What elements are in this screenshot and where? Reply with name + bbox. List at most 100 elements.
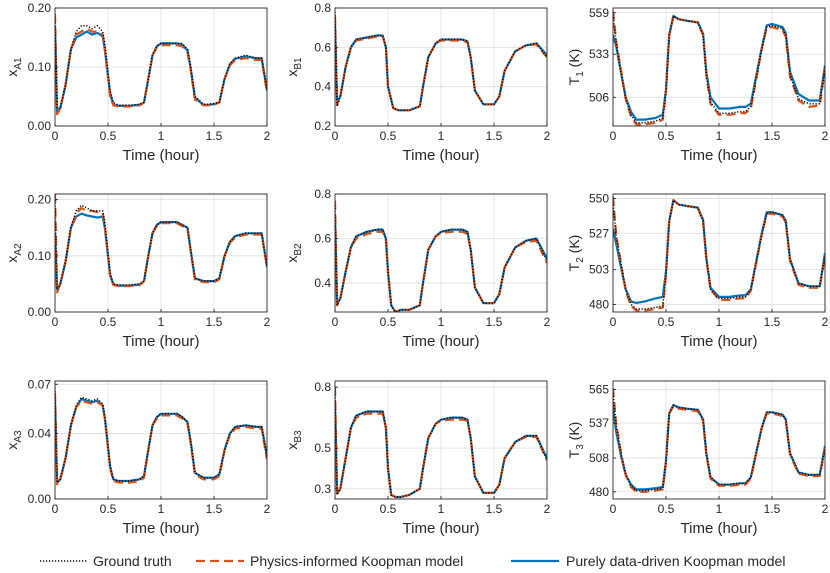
y-tick-label: 565 <box>589 382 609 396</box>
series-group <box>55 13 267 116</box>
y-axis-label: xA1 <box>4 57 24 77</box>
y-label-subscript: B1 <box>293 57 304 70</box>
x-tick-label: 0.5 <box>658 502 675 516</box>
y-tick-label: 0.04 <box>28 426 52 440</box>
x-tick-label: 2 <box>264 502 271 516</box>
y-axis-label: xA2 <box>4 243 24 263</box>
x-tick-label: 1.5 <box>206 315 223 329</box>
y-tick-label: 0.4 <box>314 80 331 94</box>
x-tick-label: 0.5 <box>100 315 117 329</box>
x-axis-label: Time (hour) <box>681 333 758 350</box>
x-axis-label: Time (hour) <box>403 520 480 537</box>
y-tick-label: 0.10 <box>28 60 52 74</box>
subplot-xB2: 0 0.5 1 1.5 2 0.4 0.6 0.8 Time (hour) xB2 <box>284 187 551 350</box>
y-tick-label: 0.20 <box>28 1 52 15</box>
y-tick-label: 0.6 <box>314 232 331 246</box>
series-line-physics <box>613 11 825 126</box>
x-tick-label: 2 <box>544 129 551 143</box>
y-label-base: x <box>284 70 300 77</box>
x-tick-label: 0 <box>52 315 59 329</box>
x-tick-label: 1.5 <box>764 129 781 143</box>
x-tick-label: 0.5 <box>380 129 397 143</box>
x-axis-label: Time (hour) <box>681 520 758 537</box>
x-tick-label: 1 <box>158 129 165 143</box>
x-axis-label: Time (hour) <box>123 147 200 164</box>
y-tick-label: 0.10 <box>28 249 52 263</box>
series-group <box>55 194 267 294</box>
y-label-base: x <box>4 70 20 77</box>
y-tick-label: 0.6 <box>314 40 331 54</box>
y-label-base: x <box>284 443 300 450</box>
x-tick-label: 1 <box>716 129 723 143</box>
y-label-subscript: A1 <box>13 57 24 70</box>
y-label-base: x <box>4 443 20 450</box>
x-axis-label: Time (hour) <box>681 147 758 164</box>
subplot-xA1: 0 0.5 1 1.5 2 0.00 0.10 0.20 Time (hour) xA1 <box>4 1 271 164</box>
y-label-base: T <box>566 76 582 85</box>
series-line-ground-truth <box>335 205 547 312</box>
y-label-unit: (K) <box>566 49 582 72</box>
y-tick-label: 480 <box>589 297 609 311</box>
subplot-xA2: 0 0.5 1 1.5 2 0.00 0.10 0.20 Time (hour) xA2 <box>4 193 271 350</box>
y-tick-label: 0.4 <box>314 276 331 290</box>
x-tick-label: 0 <box>52 129 59 143</box>
series-group <box>613 196 825 312</box>
x-tick-label: 0.5 <box>658 315 675 329</box>
y-tick-label: 559 <box>589 6 609 20</box>
x-axis-label: Time (hour) <box>403 333 480 350</box>
x-tick-label: 1 <box>438 129 445 143</box>
y-label-base: x <box>4 256 20 263</box>
x-tick-label: 0.5 <box>658 129 675 143</box>
x-tick-label: 0 <box>610 502 617 516</box>
x-tick-label: 2 <box>264 315 271 329</box>
x-tick-label: 2 <box>544 502 551 516</box>
series-line-ground-truth <box>335 391 547 498</box>
x-tick-label: 2 <box>264 129 271 143</box>
series-group <box>335 387 547 499</box>
x-tick-label: 0.5 <box>100 129 117 143</box>
x-tick-label: 1 <box>438 502 445 516</box>
y-label-subscript: A3 <box>13 430 24 443</box>
y-tick-label: 0.00 <box>28 119 52 133</box>
legend-label-ground-truth: Ground truth <box>93 553 172 569</box>
y-tick-label: 550 <box>589 192 609 206</box>
x-tick-label: 2 <box>822 315 829 329</box>
subplot-xB1: 0 0.5 1 1.5 2 0.2 0.4 0.6 0.8 Time (hour) xB1 <box>284 1 551 164</box>
series-line-ground-truth <box>335 11 547 112</box>
x-axis-label: Time (hour) <box>123 333 200 350</box>
y-tick-label: 527 <box>589 226 609 240</box>
subplot-T3: 0 0.5 1 1.5 2 480 508 537 565 Time (hour) T3 (K) <box>566 380 829 537</box>
x-tick-label: 1.5 <box>486 129 503 143</box>
y-tick-label: 0.8 <box>314 1 331 15</box>
y-tick-label: 480 <box>589 485 609 499</box>
y-tick-label: 0.07 <box>28 377 52 391</box>
y-tick-label: 533 <box>589 47 609 61</box>
x-tick-label: 2 <box>544 315 551 329</box>
y-axis-label: T1 (K) <box>566 49 586 86</box>
subplot-xB3: 0 0.5 1 1.5 2 0.3 0.5 0.8 Time (hour) xB3 <box>284 380 551 537</box>
y-axis-label: xA3 <box>4 430 24 450</box>
x-tick-label: 0 <box>332 502 339 516</box>
x-axis-label: Time (hour) <box>123 520 200 537</box>
series-group <box>335 200 547 312</box>
y-label-base: x <box>284 256 300 263</box>
x-tick-label: 1.5 <box>764 315 781 329</box>
x-tick-label: 0.5 <box>380 315 397 329</box>
x-tick-label: 1 <box>158 315 165 329</box>
y-label-base: T <box>566 449 582 458</box>
y-tick-label: 0.8 <box>314 380 331 394</box>
x-tick-label: 0 <box>332 129 339 143</box>
y-label-subscript: A2 <box>13 243 24 256</box>
y-tick-label: 0.20 <box>28 193 52 207</box>
series-group <box>335 11 547 112</box>
x-tick-label: 2 <box>822 502 829 516</box>
y-label-subscript: 2 <box>575 257 586 263</box>
series-group <box>613 11 825 126</box>
x-tick-label: 1.5 <box>486 315 503 329</box>
y-axis-label: xB3 <box>284 430 304 450</box>
y-tick-label: 0.8 <box>314 187 331 201</box>
